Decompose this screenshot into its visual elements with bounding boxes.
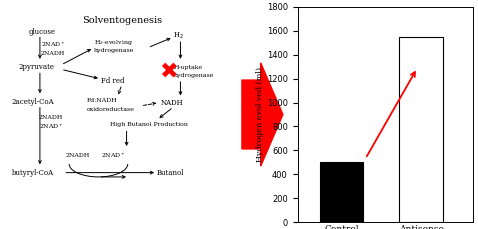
Text: 2NAD$^+$: 2NAD$^+$	[39, 122, 64, 131]
Text: hydrogenase: hydrogenase	[174, 73, 214, 78]
Text: 2NAD$^+$: 2NAD$^+$	[41, 40, 66, 49]
FancyBboxPatch shape	[0, 3, 244, 226]
Text: ✖: ✖	[160, 61, 178, 82]
Text: oxidoreductase: oxidoreductase	[87, 107, 135, 112]
Text: Fd red: Fd red	[101, 77, 124, 85]
Y-axis label: Hydrogen evol ved (ml): Hydrogen evol ved (ml)	[256, 67, 264, 162]
Text: H-uptake: H-uptake	[174, 65, 203, 70]
Text: Solventogenesis: Solventogenesis	[82, 16, 162, 25]
Text: 2acetyl-CoA: 2acetyl-CoA	[12, 98, 54, 106]
Text: Fd:NADH: Fd:NADH	[87, 98, 118, 103]
Text: 2NADH: 2NADH	[65, 153, 90, 158]
FancyArrow shape	[242, 63, 283, 166]
Text: H$_2$: H$_2$	[174, 31, 184, 41]
Text: 2NADH: 2NADH	[39, 115, 63, 120]
Text: 2NAD$^+$: 2NAD$^+$	[101, 151, 126, 160]
Text: 2pyruvate: 2pyruvate	[19, 63, 55, 71]
Text: 2NADH: 2NADH	[41, 51, 65, 56]
Text: High Butanol Production: High Butanol Production	[110, 122, 188, 127]
Text: glucose: glucose	[28, 28, 55, 36]
Text: hydrogenase: hydrogenase	[94, 49, 134, 54]
Text: Butanol: Butanol	[157, 169, 185, 177]
Bar	[319, 162, 363, 222]
Text: NADH: NADH	[161, 99, 183, 107]
Bar	[399, 37, 443, 222]
Text: H$_2$-evolving: H$_2$-evolving	[94, 38, 133, 47]
Text: butyryl-CoA: butyryl-CoA	[12, 169, 54, 177]
